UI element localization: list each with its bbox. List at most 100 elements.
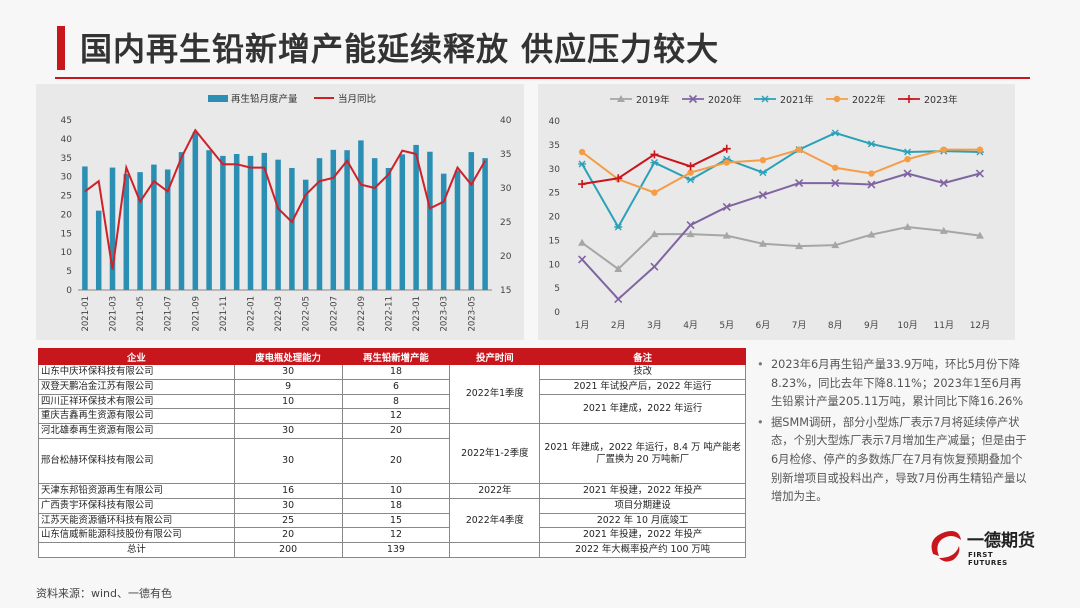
line-series xyxy=(581,172,981,301)
data-point xyxy=(688,94,698,104)
data-point xyxy=(650,150,659,159)
data-point xyxy=(650,159,659,167)
bar xyxy=(399,154,406,290)
bar xyxy=(385,167,392,290)
total-label-cell: 总计 xyxy=(38,542,235,558)
line-series xyxy=(84,128,486,270)
y-tick-label: 15 xyxy=(549,236,560,246)
table-row: 双登天鹏冶金江苏有限公司 9 6 2021 年试投产后，2022 年运行 xyxy=(38,378,746,395)
x-tick-label: 2022-11 xyxy=(385,296,395,332)
y-tick-label: 20 xyxy=(549,213,561,223)
x-tick-label: 2023-01 xyxy=(412,296,422,332)
data-point xyxy=(650,262,659,271)
bar xyxy=(220,155,226,290)
new-capacity-cell: 20 xyxy=(341,437,451,484)
data-point xyxy=(976,146,984,153)
data-point xyxy=(578,255,587,264)
table-header: 投产时间 xyxy=(449,348,541,365)
y-tick-label-right: 30 xyxy=(500,184,512,194)
table-row: 广西贵宇环保科技有限公司 30 18 2022年4季度 项目分期建设 xyxy=(38,497,746,544)
bar xyxy=(164,169,171,290)
bar xyxy=(82,166,88,290)
remark-cell: 项目分期建设 xyxy=(539,497,746,514)
legend-label: 2023年 xyxy=(924,94,958,106)
legend-swatch-bar xyxy=(208,95,228,102)
y-tick-label: 0 xyxy=(554,308,560,318)
company-cell: 江苏天能资源循环科技有限公司 xyxy=(38,512,235,529)
logo-swirl-icon xyxy=(931,531,961,562)
remark-cell: 2021 年投建，2022 年投产 xyxy=(539,482,746,499)
bullet-item: 2023年6月再生铅产量33.9万吨，环比5月份下降8.23%，同比去年下降8.… xyxy=(757,356,1029,412)
production-bar-line-chart: 0 5 10 15 20 25 30 35 40 45 15 20 25 30 35 40 2021-01 202… xyxy=(61,93,512,332)
data-point xyxy=(903,169,912,178)
capacity-cell: 9 xyxy=(233,378,343,395)
data-point xyxy=(831,179,840,188)
data-point xyxy=(975,169,984,178)
bar xyxy=(275,159,281,290)
bar xyxy=(302,179,309,290)
data-point xyxy=(578,148,586,156)
data-point xyxy=(759,156,767,164)
x-tick-label: 9月 xyxy=(864,320,879,331)
remark-cell: 2021 年试投产后，2022 年运行 xyxy=(539,378,746,395)
data-point xyxy=(940,146,947,153)
x-tick-label: 2023-05 xyxy=(467,296,477,332)
capacity-cell: 25 xyxy=(233,512,343,529)
x-tick-label: 2021-09 xyxy=(191,296,201,332)
data-point xyxy=(868,170,875,177)
bar xyxy=(95,210,102,290)
legend-label: 2019年 xyxy=(636,94,670,106)
y-tick-label-right: 40 xyxy=(500,116,512,126)
data-point xyxy=(758,169,767,177)
data-point xyxy=(617,95,625,102)
y-tick-label-left: 0 xyxy=(66,286,72,296)
capacity-cell: 30 xyxy=(233,437,343,484)
remark-cell: 2021 年投建，2022 年投产 xyxy=(539,527,746,544)
data-point xyxy=(650,230,659,238)
legend-label: 2022年 xyxy=(852,94,886,106)
data-point xyxy=(905,95,913,103)
y-tick-label-left: 45 xyxy=(61,116,72,126)
bar xyxy=(289,167,295,290)
line-series xyxy=(581,148,980,194)
data-point xyxy=(723,159,730,166)
y-tick-label: 35 xyxy=(549,141,560,151)
data-point xyxy=(686,162,695,171)
bar xyxy=(427,151,433,290)
new-capacity-cell: 20 xyxy=(341,423,451,439)
yearly-comparison-chart-panel: 0 5 10 15 20 25 30 35 40 1月 2月 3月 4月 5月 6月 7月 8月 9月 10月 11月… xyxy=(538,84,1015,340)
data-point xyxy=(867,140,876,148)
bar xyxy=(413,144,419,290)
x-tick-label: 2021-07 xyxy=(164,296,174,332)
x-tick-label: 8月 xyxy=(828,320,843,331)
data-point xyxy=(614,295,623,304)
data-point xyxy=(722,144,731,153)
data-point xyxy=(614,174,623,183)
data-point xyxy=(722,231,731,239)
bar xyxy=(109,167,116,290)
data-source: 资料来源：wind、一德有色 xyxy=(36,587,173,600)
y-tick-label-right: 25 xyxy=(500,218,511,228)
x-tick-label: 3月 xyxy=(647,320,662,331)
bar xyxy=(151,164,157,290)
line-series xyxy=(581,225,981,271)
data-point xyxy=(795,146,803,153)
company-cell: 双登天鹏冶金江苏有限公司 xyxy=(38,378,235,395)
bar xyxy=(137,172,143,290)
data-point xyxy=(867,230,876,238)
y-tick-label-left: 35 xyxy=(61,154,72,164)
bar xyxy=(371,158,378,290)
x-tick-label: 2021-11 xyxy=(219,296,229,332)
new-capacity-cell: 139 xyxy=(341,542,451,558)
x-tick-label: 2022-05 xyxy=(302,296,312,332)
bullet-item: 据SMM调研，部分小型炼厂表示7月将延续停产状态，个别大型炼厂表示7月增加生产减… xyxy=(757,414,1029,507)
company-cell: 山东中庆环保科技有限公司 xyxy=(38,364,235,380)
company-cell: 河北雄泰再生资源有限公司 xyxy=(38,423,235,439)
bar xyxy=(454,170,461,290)
capacity-cell: 10 xyxy=(233,393,343,410)
company-cell: 邢台松赫环保科技有限公司 xyxy=(38,437,235,484)
x-tick-label: 10月 xyxy=(897,320,917,331)
y-tick-label-right: 20 xyxy=(500,252,512,262)
x-tick-label: 2023-03 xyxy=(440,296,450,332)
company-cell: 山东信威新能源科技股份有限公司 xyxy=(38,527,235,544)
